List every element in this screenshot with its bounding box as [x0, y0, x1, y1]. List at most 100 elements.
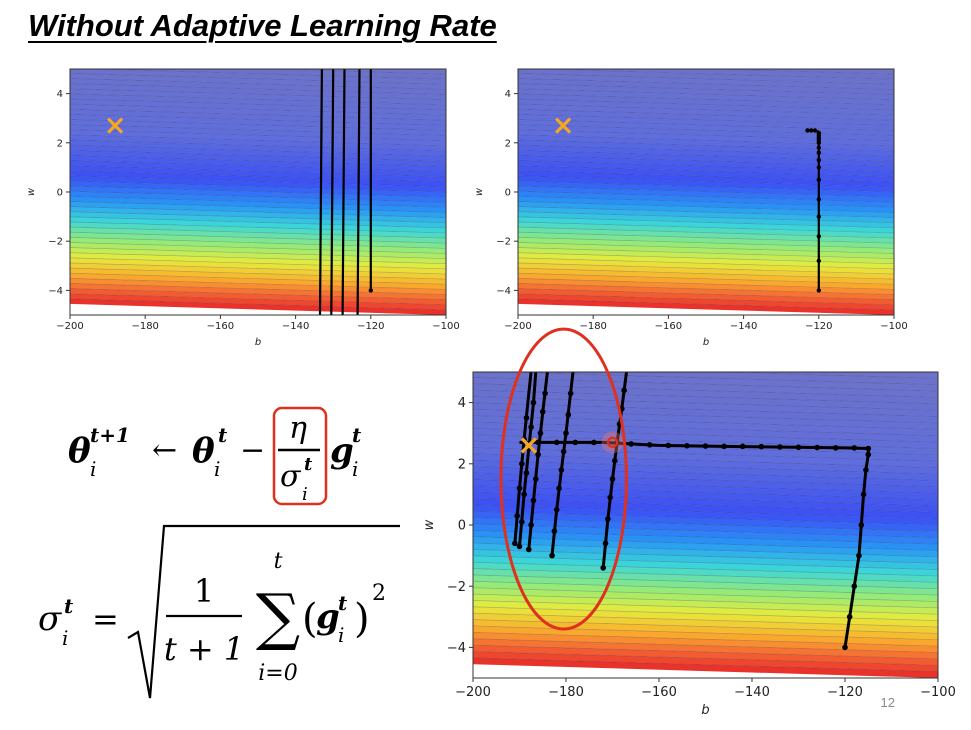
contour-line [518, 134, 894, 147]
contour-line [518, 206, 894, 218]
contour-band [70, 78, 446, 95]
descent-step-point [621, 387, 627, 394]
contour-band [518, 175, 894, 192]
y-axis-label: w [422, 519, 437, 530]
contour-line [473, 377, 938, 392]
contour-line [70, 73, 446, 85]
sum-lower-limit: i=0 [258, 661, 297, 686]
contour-line [535, 69, 894, 80]
close-paren: ) [354, 596, 370, 642]
contour-band [473, 555, 938, 576]
contour-band [473, 632, 938, 653]
contour-band [473, 466, 938, 487]
contour-line [473, 428, 938, 443]
contour-band [70, 104, 446, 121]
contour-band [70, 201, 446, 218]
contour-band [70, 170, 446, 187]
contour-line [70, 185, 446, 198]
contour-band [473, 638, 938, 659]
contour-band [473, 485, 938, 506]
contour-band [473, 645, 938, 666]
descent-step-point [809, 128, 814, 133]
descent-step-point [523, 470, 530, 476]
contour-line [70, 237, 446, 249]
contour-line [518, 114, 894, 126]
contour-band [70, 247, 446, 264]
contour-line [473, 415, 938, 430]
descent-step-point [551, 528, 558, 534]
contour-band [518, 288, 894, 305]
contour-line [518, 108, 894, 121]
descent-step-point [607, 494, 613, 501]
contour-band [473, 504, 938, 525]
contour-line [518, 124, 894, 136]
contour-band [70, 109, 446, 126]
contour-band [722, 372, 938, 379]
theta-rhs-subscript: i [214, 457, 220, 481]
contour-band [518, 134, 894, 151]
contour-line [473, 459, 938, 475]
contour-band [473, 453, 938, 474]
descent-step-point [646, 442, 653, 448]
contour-line [70, 211, 446, 224]
contour-line [70, 119, 446, 131]
descent-step-point [539, 408, 546, 415]
sigma-subscript: i [302, 484, 308, 505]
contour-band [473, 492, 938, 513]
contour-line [70, 149, 446, 162]
y-tick-label: −2 [447, 580, 466, 595]
contour-line [518, 190, 894, 203]
descent-step-point [832, 445, 839, 451]
descent-step-point [865, 451, 872, 458]
y-tick-label: −2 [48, 237, 63, 248]
sigma-gradient-subscript: i [338, 623, 344, 647]
contour-band [518, 119, 894, 136]
contour-band [70, 93, 446, 110]
x-tick-label: −100 [880, 321, 907, 332]
contour-line [518, 247, 894, 259]
contour-line [518, 78, 894, 90]
descent-path [341, 69, 346, 315]
x-tick-label: −180 [131, 321, 158, 332]
contour-line [518, 165, 894, 177]
contour-line [518, 262, 894, 275]
contour-line [518, 88, 894, 101]
descent-step-point [530, 399, 537, 406]
contour-line [473, 389, 938, 405]
contour-line [70, 190, 446, 203]
contour-band [518, 237, 894, 254]
contour-line [473, 644, 938, 660]
contour-line [518, 103, 894, 116]
contour-band [518, 283, 894, 300]
contour-line [473, 549, 938, 564]
descent-step-point [816, 130, 821, 136]
update-rule-formula: θ i t+1 ← θ i t − η σ i t g i t [40, 400, 410, 510]
contour-line [518, 73, 894, 85]
contour-band [473, 402, 938, 423]
contour-line [473, 568, 938, 583]
contour-line [70, 88, 446, 101]
contour-band [473, 428, 938, 449]
descent-step-point [521, 491, 527, 498]
contour-band [70, 186, 446, 203]
contour-band [473, 543, 938, 564]
contour-line [497, 372, 938, 386]
x-axis-label: b [255, 337, 261, 348]
contour-band [70, 273, 446, 290]
contour-band [518, 93, 894, 110]
descent-step-point [516, 485, 523, 492]
contour-band [70, 139, 446, 157]
contour-band [70, 124, 446, 141]
contour-line [70, 160, 446, 172]
contour-line [70, 216, 446, 229]
contour-band [70, 283, 446, 300]
contour-band [518, 242, 894, 259]
descent-step-point [565, 412, 572, 418]
contour-band [70, 232, 446, 249]
contour-line [473, 453, 938, 468]
contour-line [70, 124, 446, 136]
contour-line [70, 288, 446, 300]
contour-line [473, 383, 938, 398]
descent-step-point [535, 451, 541, 458]
x-tick-label: −200 [504, 321, 531, 332]
